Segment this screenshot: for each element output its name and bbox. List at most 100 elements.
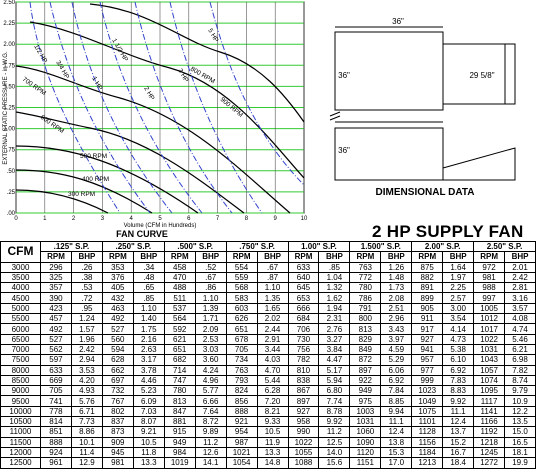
x-tick-label: 3	[101, 216, 105, 222]
cfm-cell: 6000	[0, 323, 41, 335]
table-cell: 1088	[287, 457, 320, 469]
table-cell: 7.73	[70, 416, 103, 428]
table-cell: 390	[40, 292, 72, 304]
table-cell: 3.17	[132, 354, 165, 366]
y-tick-label: 1.00	[3, 127, 15, 133]
table-cell: 2.16	[132, 333, 165, 345]
table-cell: 1095	[473, 385, 506, 397]
table-cell: 791	[349, 302, 382, 315]
hp-curve	[209, 1, 305, 186]
table-cell: .85	[318, 261, 351, 273]
table-cell: 9.79	[504, 385, 536, 397]
table-cell: 325	[40, 271, 72, 284]
table-cell: 851	[40, 426, 72, 438]
table-cell: 564	[163, 313, 196, 325]
table-cell: 1.10	[132, 302, 165, 315]
table-cell: 7.74	[318, 395, 351, 407]
table-cell: 2.63	[132, 343, 165, 356]
table-cell: 5.23	[132, 385, 165, 397]
table-cell: 772	[349, 271, 382, 284]
table-cell: 873	[101, 426, 134, 438]
table-cell: 15.2	[442, 436, 475, 448]
table-cell: 1.94	[318, 302, 351, 315]
table-cell: 6.80	[318, 385, 351, 397]
cfm-cell: 10500	[0, 416, 41, 428]
header-cell: CFM	[0, 241, 41, 263]
table-row: 9000 705 4.93 732 5.23 780 5.77 824 6.28 867 6.80 9…	[0, 385, 536, 397]
table-cell: 621	[163, 333, 196, 345]
table-cell: 405	[101, 282, 134, 294]
header-cell: RPM	[163, 251, 196, 263]
table-cell: 2.51	[380, 302, 413, 315]
table-cell: 597	[40, 354, 72, 366]
table-cell: 628	[101, 354, 134, 366]
table-cell: 678	[225, 333, 258, 345]
table-cell: 653	[287, 292, 320, 304]
dimensional-title: DIMENSIONAL DATA	[376, 187, 475, 198]
table-row: 9500 741 5.76 767 6.09 813 6.66 856 7.20 897 7.74 9…	[0, 395, 536, 407]
cfm-cell: 8000	[0, 364, 41, 376]
table-cell: 786	[349, 292, 382, 304]
table-cell: 763	[349, 261, 382, 273]
table-cell: 11.2	[318, 426, 351, 438]
table-cell: 9.33	[256, 416, 289, 428]
table-cell: 8.21	[256, 405, 289, 418]
table-cell: 954	[225, 426, 258, 438]
table-cell: 11.9	[256, 436, 289, 448]
hp-curve	[169, 1, 263, 214]
table-cell: 626	[225, 313, 258, 325]
table-cell: 7.20	[256, 395, 289, 407]
table-cell: 909	[101, 436, 134, 448]
table-cell: 1.97	[442, 271, 475, 284]
table-cell: 12.4	[442, 416, 475, 428]
hp-label: 2 HP	[142, 86, 155, 102]
table-cell: 8.72	[194, 416, 227, 428]
table-cell: 1.39	[194, 302, 227, 315]
fan-curve-title: FAN CURVE	[116, 229, 168, 239]
table-cell: 1017	[473, 323, 506, 335]
table-cell: 12.6	[194, 446, 227, 459]
hp-label: 1/2 HP	[32, 44, 48, 65]
table-cell: .52	[194, 261, 227, 273]
rpm-curve	[15, 169, 153, 214]
table-cell: 793	[225, 374, 258, 387]
cfm-cell: 9500	[0, 395, 41, 407]
table-cell: 1031	[473, 343, 506, 356]
table-cell: 11.4	[70, 446, 103, 459]
table-cell: 17.0	[380, 457, 413, 469]
table-cell: 1245	[473, 446, 506, 459]
table-cell: 6.06	[380, 364, 413, 376]
table-cell: 353	[101, 261, 134, 273]
table-cell: 1.64	[442, 261, 475, 273]
table-cell: 12.2	[504, 405, 536, 418]
table-cell: 984	[163, 446, 196, 459]
table-cell: 987	[225, 436, 258, 448]
table-cell: 1049	[411, 395, 444, 407]
x-tick-label: 10	[301, 216, 308, 222]
header-cell: BHP	[380, 251, 413, 263]
table-cell: 1184	[411, 446, 444, 459]
cfm-cell: 5000	[0, 302, 41, 315]
table-cell: 2.44	[256, 323, 289, 335]
table-cell: 458	[163, 261, 196, 273]
fan-top-view	[334, 31, 444, 111]
table-cell: 813	[163, 395, 196, 407]
table-cell: 3.54	[442, 313, 475, 325]
table-cell: 1.96	[70, 333, 103, 345]
table-cell: 537	[163, 302, 196, 315]
table-cell: 881	[163, 416, 196, 428]
table-cell: 2.02	[256, 313, 289, 325]
table-cell: 2.53	[194, 333, 227, 345]
table-cell: 782	[287, 354, 320, 366]
cfm-cell: 11500	[0, 436, 41, 448]
table-cell: .87	[256, 271, 289, 284]
table-cell: 2.31	[318, 313, 351, 325]
rpm-label: 400 RPM	[82, 176, 109, 183]
x-tick-label: 7	[216, 216, 220, 222]
table-cell: 1012	[473, 313, 506, 325]
table-cell: 1.75	[132, 323, 165, 335]
table-cell: 666	[287, 302, 320, 315]
rpm-label: 300 RPM	[68, 191, 95, 198]
table-cell: 5.77	[194, 385, 227, 397]
